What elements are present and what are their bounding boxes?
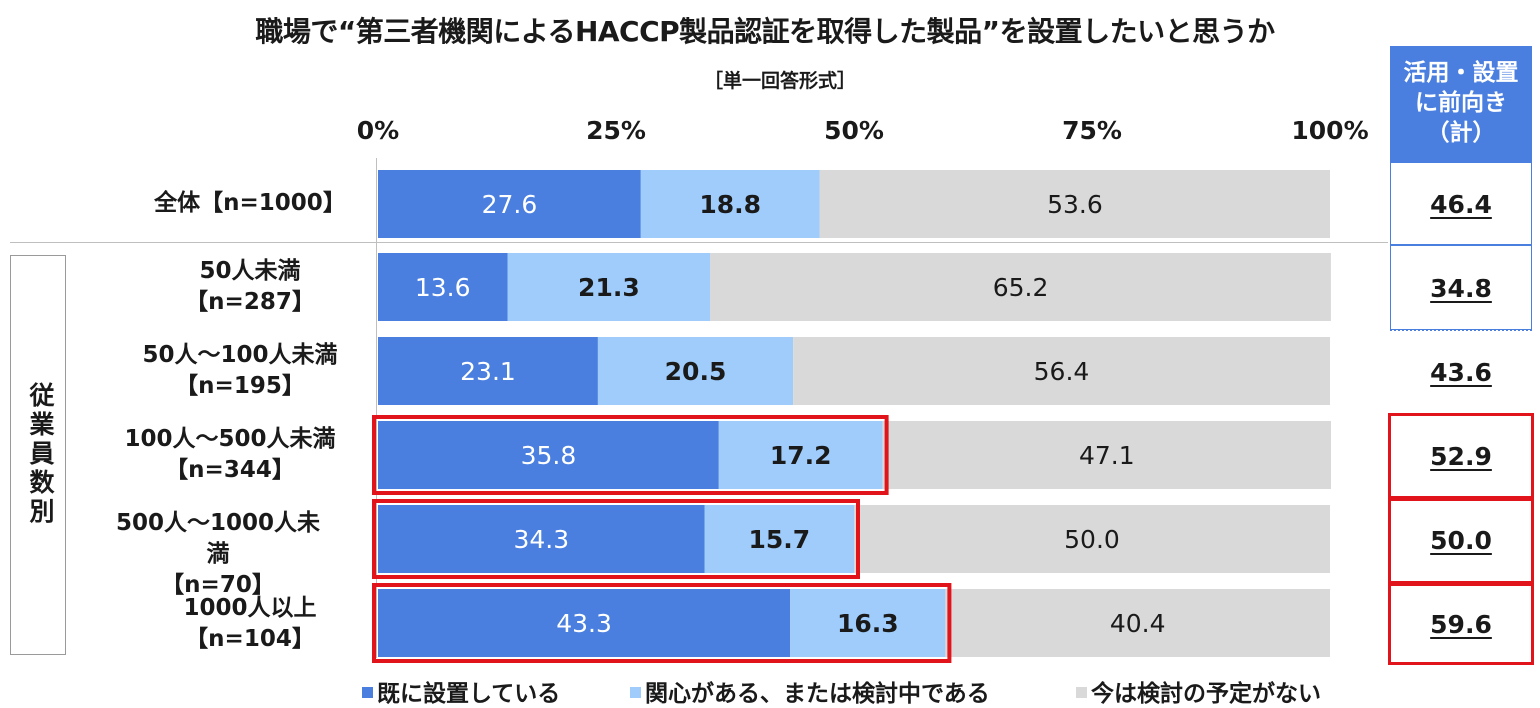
cumulative-value: 50.0 — [1430, 526, 1492, 555]
cumulative-value: 46.4 — [1430, 190, 1492, 219]
data-label-row2-s0: 23.1 — [460, 357, 516, 386]
highlight-frame-row5 — [372, 583, 952, 663]
bar-segment-row0-s2 — [819, 170, 1330, 238]
data-label-row2-s2: 56.4 — [1034, 357, 1090, 386]
bar-segment-row3-s1 — [718, 421, 883, 489]
x-tick-100: 100% — [1291, 116, 1369, 145]
bar-segment-row2-s0 — [378, 337, 598, 405]
employee-group-box — [10, 255, 66, 655]
bar-segment-row0-s0 — [378, 170, 641, 238]
highlight-frame-row4 — [372, 499, 860, 579]
chart-title: 職場で“第三者機関によるHACCP製品認証を取得した製品”を設置したいと思うか — [255, 15, 1275, 48]
bar-segment-row4-s1 — [704, 505, 854, 573]
data-label-row5-s2: 40.4 — [1110, 609, 1166, 638]
cumulative-divider — [1390, 244, 1532, 246]
bar-segment-row1-s1 — [507, 253, 711, 321]
bar-segment-row3-s0 — [378, 421, 719, 489]
data-label-row5-s0: 43.3 — [556, 609, 612, 638]
data-label-row4-s1: 15.7 — [748, 525, 810, 554]
cumulative-divider-dotted — [1390, 329, 1532, 331]
chart-subtitle: ［単一回答形式］ — [703, 70, 856, 92]
cumulative-value: 59.6 — [1430, 610, 1492, 639]
cumulative-value: 43.6 — [1430, 358, 1492, 387]
data-label-row3-s0: 35.8 — [521, 441, 577, 470]
legend-swatch — [1076, 687, 1087, 698]
employee-group-label: 従業員数別 — [26, 382, 55, 527]
y-axis-line — [376, 158, 377, 658]
bar-segment-row1-s0 — [378, 253, 508, 321]
cumulative-highlight-box — [1388, 498, 1534, 584]
data-label-row5-s1: 16.3 — [837, 609, 899, 638]
data-label-row4-s0: 34.3 — [513, 525, 569, 554]
cumulative-frame — [1390, 162, 1532, 330]
legend-item-no-plan: 今は検討の予定がない — [1076, 674, 1321, 708]
row-label-50-100: 50人～100人未満 【n=195】 — [142, 342, 338, 399]
highlight-frame-row3 — [372, 415, 889, 495]
legend-item-installed: 既に設置している — [362, 674, 560, 708]
cumulative-header: 活用・設置 に前向き （計） — [1390, 46, 1532, 162]
bar-segment-row5-s2 — [945, 589, 1330, 657]
cumulative-value: 52.9 — [1430, 442, 1492, 471]
legend-swatch — [630, 687, 641, 698]
bar-segment-row4-s0 — [378, 505, 705, 573]
row-label-under-50: 50人未満 【n=287】 — [185, 258, 315, 315]
cumulative-value: 34.8 — [1430, 274, 1492, 303]
data-label-row1-s0: 13.6 — [415, 273, 471, 302]
overall-separator — [10, 242, 1388, 243]
bar-segment-row2-s2 — [793, 337, 1330, 405]
data-label-row1-s1: 21.3 — [578, 273, 640, 302]
x-tick-50: 50% — [824, 116, 884, 145]
bar-segment-row3-s2 — [882, 421, 1331, 489]
bar-segment-row5-s1 — [790, 589, 946, 657]
x-tick-0: 0% — [356, 116, 400, 145]
legend-swatch — [362, 687, 373, 698]
x-tick-25: 25% — [586, 116, 646, 145]
cumulative-highlight-box — [1388, 413, 1534, 499]
data-label-row3-s1: 17.2 — [770, 441, 832, 470]
data-label-row0-s1: 18.8 — [699, 190, 761, 219]
data-label-row0-s2: 53.6 — [1047, 190, 1103, 219]
data-label-row3-s2: 47.1 — [1079, 441, 1135, 470]
legend-item-considering: 関心がある、または検討中である — [630, 674, 990, 708]
cumulative-highlight-box — [1388, 583, 1534, 665]
x-tick-75: 75% — [1062, 116, 1122, 145]
row-label-overall: 全体【n=1000】 — [154, 190, 346, 216]
data-label-row4-s2: 50.0 — [1064, 525, 1120, 554]
row-label-1000-plus: 1000人以上 【n=104】 — [183, 595, 317, 652]
bar-segment-row2-s1 — [597, 337, 794, 405]
bar-segment-row4-s2 — [854, 505, 1330, 573]
bar-segment-row0-s1 — [640, 170, 820, 238]
bar-segment-row1-s2 — [710, 253, 1331, 321]
data-label-row1-s2: 65.2 — [993, 273, 1049, 302]
data-label-row0-s0: 27.6 — [482, 190, 538, 219]
data-label-row2-s1: 20.5 — [665, 357, 727, 386]
bar-segment-row5-s0 — [378, 589, 791, 657]
row-label-500-1000: 500人～1000人未満 【n=70】 — [115, 510, 321, 598]
row-label-100-500: 100人～500人未満 【n=344】 — [124, 426, 336, 483]
